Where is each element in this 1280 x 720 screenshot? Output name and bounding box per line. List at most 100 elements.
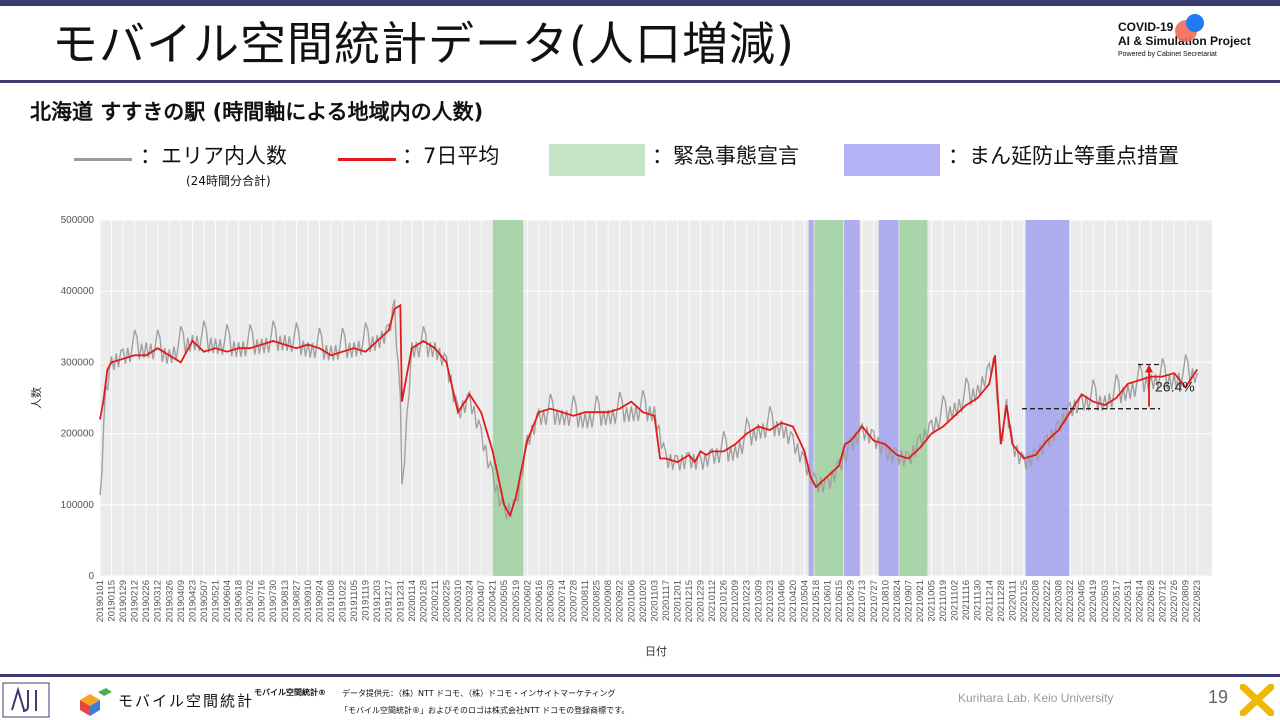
x-tick-label: 20200211 (430, 580, 441, 622)
x-tick-label: 20191231 (395, 580, 406, 622)
x-tick-label: 20201201 (672, 580, 683, 622)
x-tick-label: 20220712 (1158, 580, 1169, 622)
x-logo-icon (1240, 684, 1274, 716)
x-tick-label: 20190716 (257, 580, 268, 622)
x-tick-label: 20220208 (1030, 580, 1041, 622)
y-tick-label: 400000 (61, 286, 95, 297)
x-tick-label: 20210223 (742, 580, 753, 622)
x-tick-label: 20191022 (338, 580, 349, 622)
y-tick-label: 500000 (61, 215, 95, 226)
x-tick-label: 20210518 (811, 580, 822, 622)
x-tick-label: 20220308 (1054, 580, 1065, 622)
x-tick-label: 20220419 (1088, 580, 1099, 622)
x-tick-label: 20190312 (153, 580, 164, 622)
x-tick-label: 20220503 (1100, 580, 1111, 622)
x-tick-label: 20210323 (765, 580, 776, 622)
x-tick-label: 20190521 (210, 580, 221, 622)
x-tick-label: 20211228 (996, 580, 1007, 622)
x-tick-label: 20190129 (118, 580, 129, 622)
x-tick-label: 20201103 (649, 580, 660, 622)
x-tick-label: 20200908 (603, 580, 614, 622)
logo-line2: AI & Simulation Project (1118, 34, 1251, 48)
x-tick-label: 20210420 (788, 580, 799, 622)
x-tick-label: 20210126 (719, 580, 730, 622)
x-tick-label: 20200922 (615, 580, 626, 622)
x-tick-label: 20200114 (407, 580, 418, 622)
x-tick-label: 20200616 (534, 580, 545, 622)
x-tick-label: 20210209 (730, 580, 741, 622)
x-tick-label: 20220614 (1134, 580, 1145, 622)
x-tick-label: 20200602 (522, 580, 533, 622)
x-tick-label: 20210907 (903, 580, 914, 622)
series-avg-line (99, 303, 1198, 518)
x-tick-label: 20200225 (441, 580, 452, 622)
page-title: モバイル空間統計データ(人口増減) (52, 17, 795, 71)
x-tick-label: 20210824 (892, 580, 903, 622)
title-divider (0, 80, 1280, 83)
x-tick-label: 20191105 (349, 580, 360, 622)
covid-project-logo: COVID-19 AI & Simulation Project Powered… (1118, 14, 1278, 72)
footer-data-source: データ提供元：（株）NTT ドコモ、（株）ドコモ・インサイトマーケティング (342, 689, 616, 698)
x-tick-label: 20210921 (915, 580, 926, 622)
x-tick-label: 20210810 (880, 580, 891, 622)
x-tick-label: 20190924 (314, 580, 325, 622)
footer-credit: Kurihara Lab. Keio University (958, 691, 1114, 705)
x-tick-label: 20220322 (1065, 580, 1076, 622)
x-tick-label: 20220405 (1077, 580, 1088, 622)
x-tick-label: 20201229 (696, 580, 707, 622)
top-bar (0, 0, 1280, 6)
x-tick-label: 20220726 (1169, 580, 1180, 622)
x-tick-label: 20211102 (950, 580, 961, 621)
annotation-arrow-head (1145, 364, 1153, 373)
x-tick-label: 20220111 (1007, 580, 1018, 621)
x-tick-label: 20190423 (187, 580, 198, 622)
legend-gray-label: ：エリア内人数 (140, 144, 287, 168)
chart-subtitle: 北海道 すすきの駅 (時間軸による地域内の人数) (30, 100, 484, 124)
x-tick-label: 20200421 (488, 580, 499, 622)
x-tick-label: 20200714 (557, 580, 568, 622)
y-tick-label: 100000 (61, 500, 95, 511)
x-tick-label: 20200324 (465, 580, 476, 622)
legend-green-label: ：緊急事態宣言 (652, 144, 799, 168)
x-tick-label: 20201215 (684, 580, 695, 622)
x-tick-label: 20200825 (592, 580, 603, 622)
x-tick-label: 20210504 (799, 580, 810, 622)
legend-green-swatch (549, 144, 645, 176)
x-tick-label: 20190212 (130, 580, 141, 622)
footer-divider (0, 674, 1280, 677)
x-tick-label: 20200519 (511, 580, 522, 622)
x-tick-label: 20200811 (580, 580, 591, 622)
x-tick-label: 20210713 (857, 580, 868, 622)
emergency-band (492, 220, 524, 576)
legend-gray-swatch (74, 158, 132, 161)
priority-band (808, 220, 814, 576)
x-tick-label: 20210112 (707, 580, 718, 622)
x-tick-label: 20190101 (95, 580, 106, 622)
x-tick-label: 20190702 (245, 580, 256, 622)
footer-trademark: 「モバイル空間統計®」およびそのロゴは株式会社NTT ドコモの登録商標です。 (340, 706, 630, 715)
x-tick-label: 20200630 (545, 580, 556, 622)
x-tick-label: 20211130 (973, 580, 984, 621)
y-tick-label: 0 (88, 571, 94, 582)
keio-lab-logo (2, 682, 50, 718)
legend-blue-swatch (844, 144, 940, 176)
footer-brand: モバイル空間統計 (118, 692, 255, 710)
x-tick-label: 20201117 (661, 580, 672, 621)
x-tick-label: 20210309 (753, 580, 764, 622)
page-number: 19 (1208, 687, 1229, 707)
x-tick-label: 20190910 (303, 580, 314, 622)
x-tick-label: 20211005 (927, 580, 938, 622)
y-axis-label: 人数 (30, 387, 43, 409)
legend-blue-label: ：まん延防止等重点措置 (948, 144, 1179, 168)
legend-gray-note: (24時間分合計) (186, 174, 271, 188)
x-tick-label: 20200310 (453, 580, 464, 622)
x-tick-label: 20220517 (1111, 580, 1122, 622)
x-tick-label: 20200505 (499, 580, 510, 622)
x-tick-label: 20220531 (1123, 580, 1134, 622)
logo-line1: COVID-19 (1118, 20, 1174, 34)
x-tick-label: 20211214 (984, 580, 995, 622)
x-tick-label: 20200407 (476, 580, 487, 622)
x-tick-label: 20191119 (361, 580, 372, 621)
x-tick-label: 20190409 (176, 580, 187, 622)
